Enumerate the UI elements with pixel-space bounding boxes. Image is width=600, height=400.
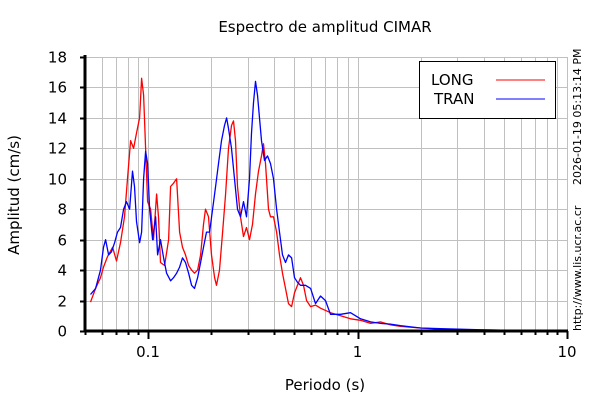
y-tick-label: 18 — [48, 49, 67, 67]
y-tick-label: 4 — [57, 262, 67, 280]
x-tick-label: 0.1 — [136, 343, 160, 361]
axes: 0 2 4 6 8 10 12 14 16 18 0.1 1 10 — [48, 49, 577, 362]
y-tick-label: 14 — [48, 110, 67, 128]
series-line-long — [89, 77, 568, 332]
legend-box — [419, 61, 556, 119]
source-url-text: http://www.lis.ucr.ac.cr — [571, 205, 584, 331]
legend-label-long: LONG — [431, 71, 473, 89]
series-layer — [89, 77, 568, 332]
y-tick-label: 10 — [48, 171, 67, 189]
x-tick-label: 1 — [353, 343, 363, 361]
y-axis-label: Amplitud (cm/s) — [5, 135, 23, 255]
chart-title: Espectro de amplitud CIMAR — [218, 18, 431, 36]
y-tick-label: 2 — [57, 293, 67, 311]
series-line-tran — [90, 80, 568, 332]
y-tick-label: 16 — [48, 79, 67, 97]
y-tick-label: 8 — [57, 201, 67, 219]
x-axis-label: Periodo (s) — [285, 376, 365, 394]
y-tick-label: 6 — [57, 232, 67, 250]
legend-label-tran: TRAN — [433, 90, 474, 108]
legend: LONG TRAN — [419, 61, 556, 119]
timestamp-text: 2026-01-19 05:13:14 PM — [571, 49, 584, 185]
x-tick-label: 10 — [557, 343, 576, 361]
y-tick-label: 12 — [48, 140, 67, 158]
y-tick-label: 0 — [57, 323, 67, 341]
